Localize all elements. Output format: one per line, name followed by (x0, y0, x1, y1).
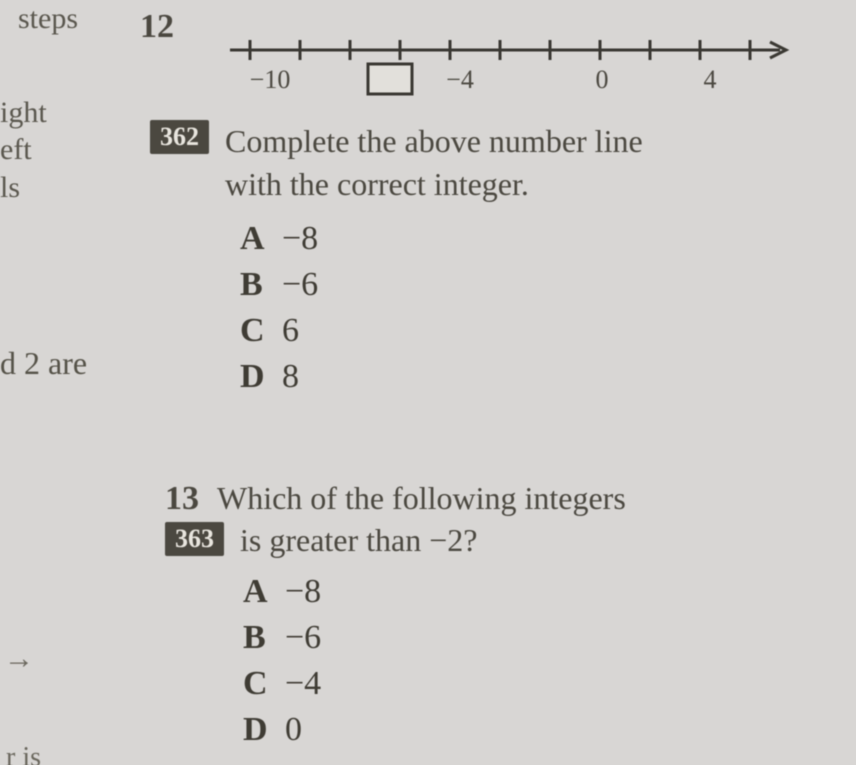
q13-choice-B: B−6 (243, 615, 835, 661)
q13-choice-C: C−4 (243, 661, 835, 707)
q13-badge: 363 (165, 522, 224, 556)
q12-prompt-line2: with the correct integer. (225, 166, 529, 202)
frag-arrow: → (4, 642, 34, 676)
tick-label-m4: −4 (446, 65, 474, 94)
frag-ls: ls (0, 169, 78, 207)
q12-choice-B-value: −6 (282, 266, 318, 303)
tick-label-m10: −10 (250, 65, 291, 94)
q13-prompt-line1: Which of the following integers (217, 480, 626, 517)
blank-box (368, 64, 412, 94)
q12-choice-A: A−8 (240, 216, 830, 262)
q12-choice-A-value: −8 (282, 220, 318, 257)
q13-body: 13 Which of the following integers 363 i… (165, 480, 835, 753)
q12-choice-D-value: 8 (282, 358, 299, 395)
q12-badge: 362 (150, 120, 209, 154)
q13-choice-A: A−8 (243, 569, 835, 615)
q12-prompt-line1: Complete the above number line (225, 123, 643, 159)
number-line: −10 −4 0 4 (210, 20, 800, 100)
q12-choice-C-value: 6 (282, 312, 299, 349)
q13-choices: A−8 B−6 C−4 D0 (243, 569, 835, 753)
q12-body: 362 Complete the above number line with … (150, 120, 830, 400)
q13-choice-C-value: −4 (285, 665, 321, 702)
q12-prompt: Complete the above number line with the … (225, 120, 785, 206)
q13-prompt-line2: is greater than −2? (240, 522, 478, 559)
frag-steps: steps (18, 0, 78, 38)
frag-eft: eft (0, 131, 78, 169)
tick-label-0: 0 (596, 65, 609, 94)
q13-number: 13 (165, 480, 199, 518)
frag-ris: r is (6, 742, 41, 765)
q13-choice-D: D0 (243, 707, 835, 753)
q13-choice-D-value: 0 (285, 711, 302, 748)
tick-label-4: 4 (704, 65, 717, 94)
q13-choice-A-value: −8 (285, 573, 321, 610)
number-line-svg: −10 −4 0 4 (210, 20, 800, 110)
left-cutoff-column: steps ight eft ls (0, 0, 78, 206)
q12-choice-C: C6 (240, 308, 830, 354)
q13-choice-B-value: −6 (285, 619, 321, 656)
q12-choice-B: B−6 (240, 262, 830, 308)
frag-ight: ight (0, 94, 78, 132)
q12-choice-D: D8 (240, 354, 830, 400)
frag-d2are: d 2 are (0, 345, 87, 382)
page-root: steps ight eft ls 12 (0, 0, 856, 765)
q12-number: 12 (140, 8, 174, 46)
q12-choices: A−8 B−6 C6 D8 (240, 216, 830, 400)
